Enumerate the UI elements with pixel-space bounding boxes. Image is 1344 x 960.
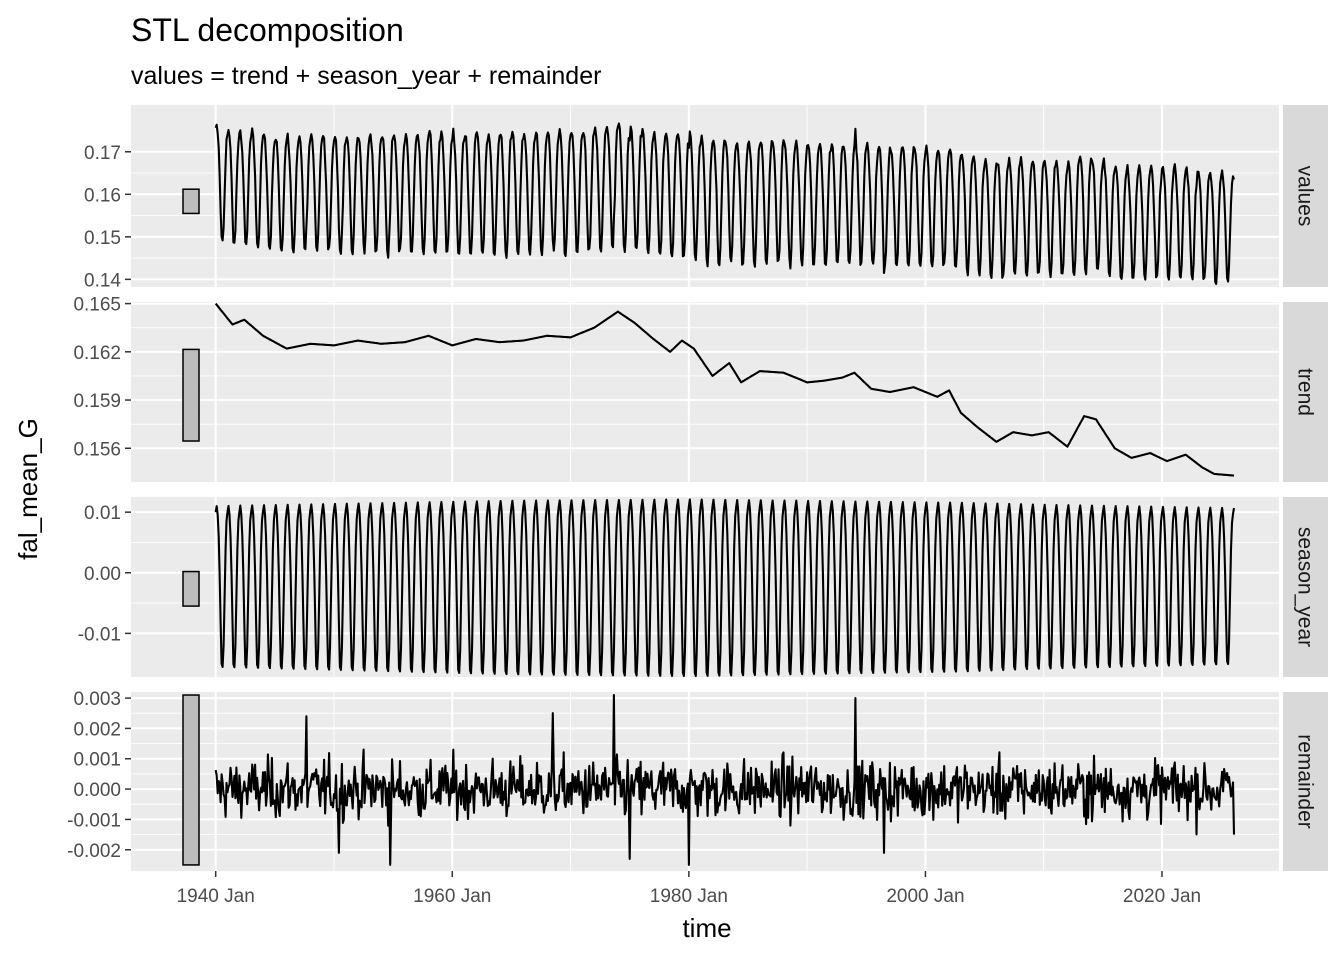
facet-strip-season_year [1283,497,1328,677]
series-line-values [214,122,1236,285]
scale-bar-season_year [182,570,200,607]
scale-bar-remainder [182,694,200,866]
y-tick-label-remainder: 0.003 [73,689,121,710]
panel-values: 0.14 0.15 0.16 0.17 values [84,105,1328,291]
y-tick-label-trend: 0.159 [73,391,121,412]
y-tick-label-values: 0.16 [84,185,121,206]
series-line-trend [214,302,1235,477]
y-tick-label-values: 0.17 [84,143,121,164]
series-line-remainder [214,693,1236,866]
facet-label-trend: trend [1294,368,1317,416]
chart-subtitle: values = trend + season_year + remainder [131,62,601,90]
facet-strip-remainder [1283,692,1328,871]
panel-trend: 0.156 0.159 0.162 0.165 trend [73,295,1328,482]
x-axis: 1940 Jan 1960 Jan 1980 Jan 2000 Jan 2020 Jan [177,871,1201,907]
series-line-season_year [214,498,1236,678]
y-tick-label-remainder: -0.001 [67,810,121,831]
y-tick-label-trend: 0.165 [73,295,121,316]
x-tick-label: 2020 Jan [1123,886,1201,907]
facet-strip-trend [1283,302,1328,482]
y-tick-label-trend: 0.162 [73,343,121,364]
y-tick-label-trend: 0.156 [73,439,121,460]
panel-remainder: -0.002 -0.001 0.000 0.001 0.002 0.003 remainde… [67,689,1328,871]
y-tick-label-values: 0.14 [84,270,121,291]
x-axis-title: time [682,913,731,943]
scale-bar-values [182,188,200,215]
y-tick-label-season_year: 0.01 [84,503,121,524]
x-tick-label: 2000 Jan [886,886,964,907]
scale-bar-trend [182,348,200,442]
chart-title: STL decomposition [131,12,404,48]
panel-background [131,302,1279,482]
panel-season_year: -0.01 0.00 0.01 season_year [78,497,1328,678]
y-tick-label-remainder: 0.001 [73,750,121,771]
x-tick-label: 1980 Jan [650,886,728,907]
facet-label-remainder: remainder [1294,734,1317,829]
x-tick-label: 1960 Jan [413,886,491,907]
y-axis-title: fal_mean_G [13,418,43,560]
y-tick-label-values: 0.15 [84,228,121,249]
x-tick-label: 1940 Jan [177,886,255,907]
facet-label-season_year: season_year [1294,527,1317,647]
y-tick-label-remainder: 0.002 [73,719,121,740]
y-tick-label-remainder: -0.002 [67,841,121,862]
facet-strip-values [1283,105,1328,287]
y-tick-label-season_year: 0.00 [84,564,121,585]
y-tick-label-remainder: 0.000 [73,780,121,801]
facet-panels: 0.140.150.160.17values0.1560.1590.1620.1… [67,105,1328,871]
y-tick-label-season_year: -0.01 [78,624,121,645]
facet-label-values: values [1294,166,1317,227]
